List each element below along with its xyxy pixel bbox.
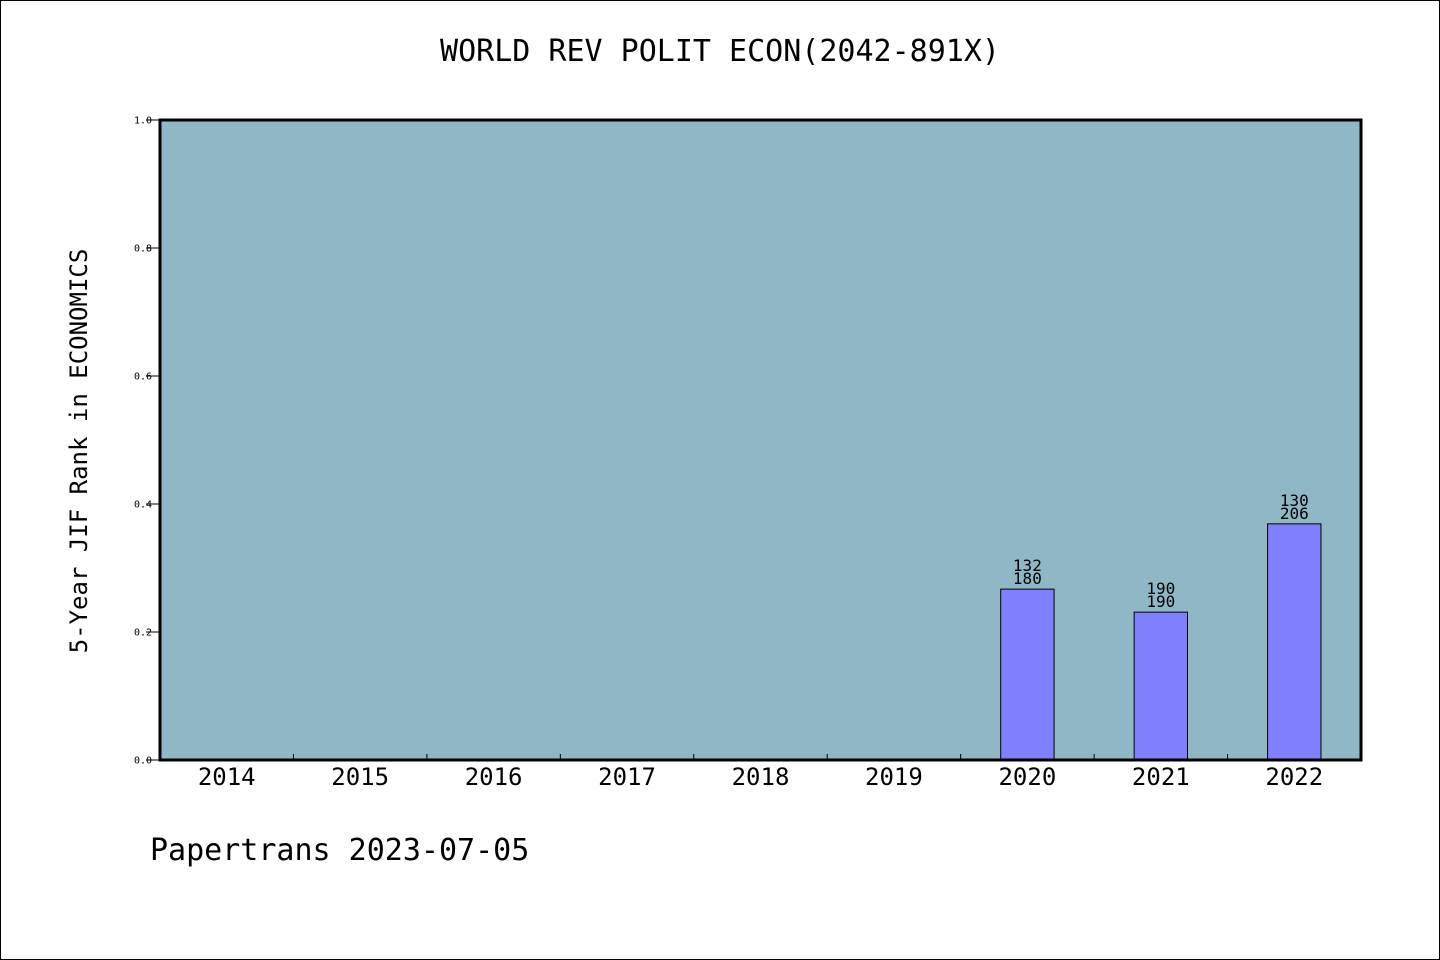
x-tick-label: 2021	[1132, 763, 1190, 791]
bar-label-rank: 132	[1013, 556, 1042, 575]
plot-border	[158, 118, 1363, 762]
bar-label-rank: 130	[1280, 491, 1309, 510]
y-tick-label: 0.8	[134, 244, 152, 255]
y-ticks-group: 0.0 0.2 0.4 0.6 0.8 1.0	[134, 116, 160, 767]
y-tick-label: 0.0	[134, 756, 152, 767]
y-tick-label: 0.4	[134, 500, 152, 511]
y-tick-label: 1.0	[134, 116, 152, 127]
bar-2021	[1133, 611, 1189, 761]
chart-title: WORLD REV POLIT ECON(2042-891X)	[440, 34, 1000, 69]
x-tick-label: 2022	[1265, 763, 1323, 791]
bars-group	[1000, 523, 1322, 761]
x-tick-label: 2014	[198, 763, 256, 791]
y-tick-label: 0.6	[134, 372, 152, 383]
x-tick-label: 2017	[598, 763, 656, 791]
bar-label-total: 180	[1013, 569, 1042, 588]
y-tick-label: 0.2	[134, 628, 152, 639]
bar-label-rank: 190	[1146, 579, 1175, 598]
x-ticks-group: 2014 2015 2016 2017 2018 2019 2020 2021 2022	[198, 754, 1323, 791]
x-tick-label: 2015	[331, 763, 389, 791]
x-tick-label: 2016	[465, 763, 523, 791]
x-tick-label: 2019	[865, 763, 923, 791]
footer-note: Papertrans 2023-07-05	[150, 833, 530, 868]
x-tick-label: 2020	[998, 763, 1056, 791]
bar-2022	[1267, 523, 1322, 761]
bar-label-total: 206	[1280, 504, 1309, 523]
bar-label-total: 190	[1146, 592, 1175, 611]
bar-2020	[1000, 588, 1055, 761]
x-tick-label: 2018	[732, 763, 790, 791]
